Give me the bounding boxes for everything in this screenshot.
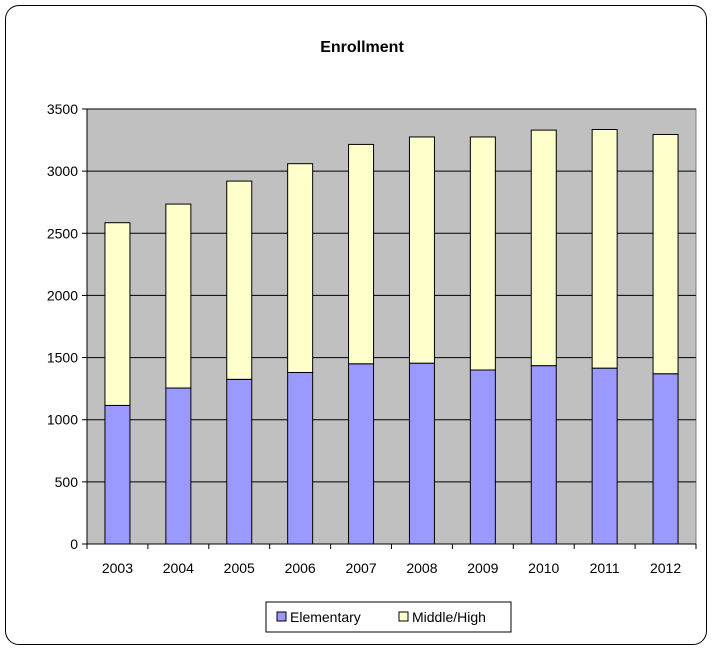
x-tick-label: 2012 [650,560,681,576]
chart-title: Enrollment [320,39,404,56]
bar-elementary-2004 [165,387,192,545]
bar-elementary-2005 [226,378,253,545]
bar-elementary-2008 [408,362,435,545]
bar-middle-high-2007 [348,143,375,365]
legend-swatch-middle-high [398,611,409,622]
legend-swatch-elementary [276,611,287,622]
x-tick-label: 2011 [590,560,620,576]
bar-middle-high-2010 [530,129,557,367]
legend [265,601,512,633]
bar-elementary-2009 [469,369,496,545]
x-tick-label: 2010 [528,560,559,576]
x-tick-label: 2005 [224,560,255,576]
bar-middle-high-2009 [469,136,496,371]
bar-elementary-2007 [348,363,375,545]
bar-elementary-2011 [591,367,618,545]
bar-middle-high-2003 [104,222,131,406]
x-tick-label: 2007 [345,560,376,576]
bar-elementary-2012 [652,373,679,545]
y-tick-label: 1000 [47,412,78,428]
x-tick-label: 2004 [163,560,194,576]
y-tick-label: 2500 [47,225,78,241]
bar-middle-high-2011 [591,129,618,369]
y-tick-label: 500 [55,474,79,490]
x-tick-label: 2009 [467,560,498,576]
bar-elementary-2006 [287,371,314,545]
bar-middle-high-2006 [287,163,314,373]
x-tick-label: 2003 [102,560,133,576]
y-tick-label: 3000 [47,163,78,179]
legend-label: Middle/High [412,609,486,625]
y-tick-label: 1500 [47,350,78,366]
legend-label: Elementary [290,609,361,625]
x-tick-label: 2008 [406,560,437,576]
bar-elementary-2003 [104,404,131,545]
bar-middle-high-2012 [652,133,679,375]
y-tick-label: 2000 [47,287,78,303]
x-tick-label: 2006 [285,560,316,576]
bar-middle-high-2004 [165,203,192,389]
bar-elementary-2010 [530,365,557,545]
bar-middle-high-2005 [226,180,253,380]
bar-middle-high-2008 [408,136,435,364]
y-tick-label: 0 [70,536,78,552]
y-tick-label: 3500 [47,101,78,117]
